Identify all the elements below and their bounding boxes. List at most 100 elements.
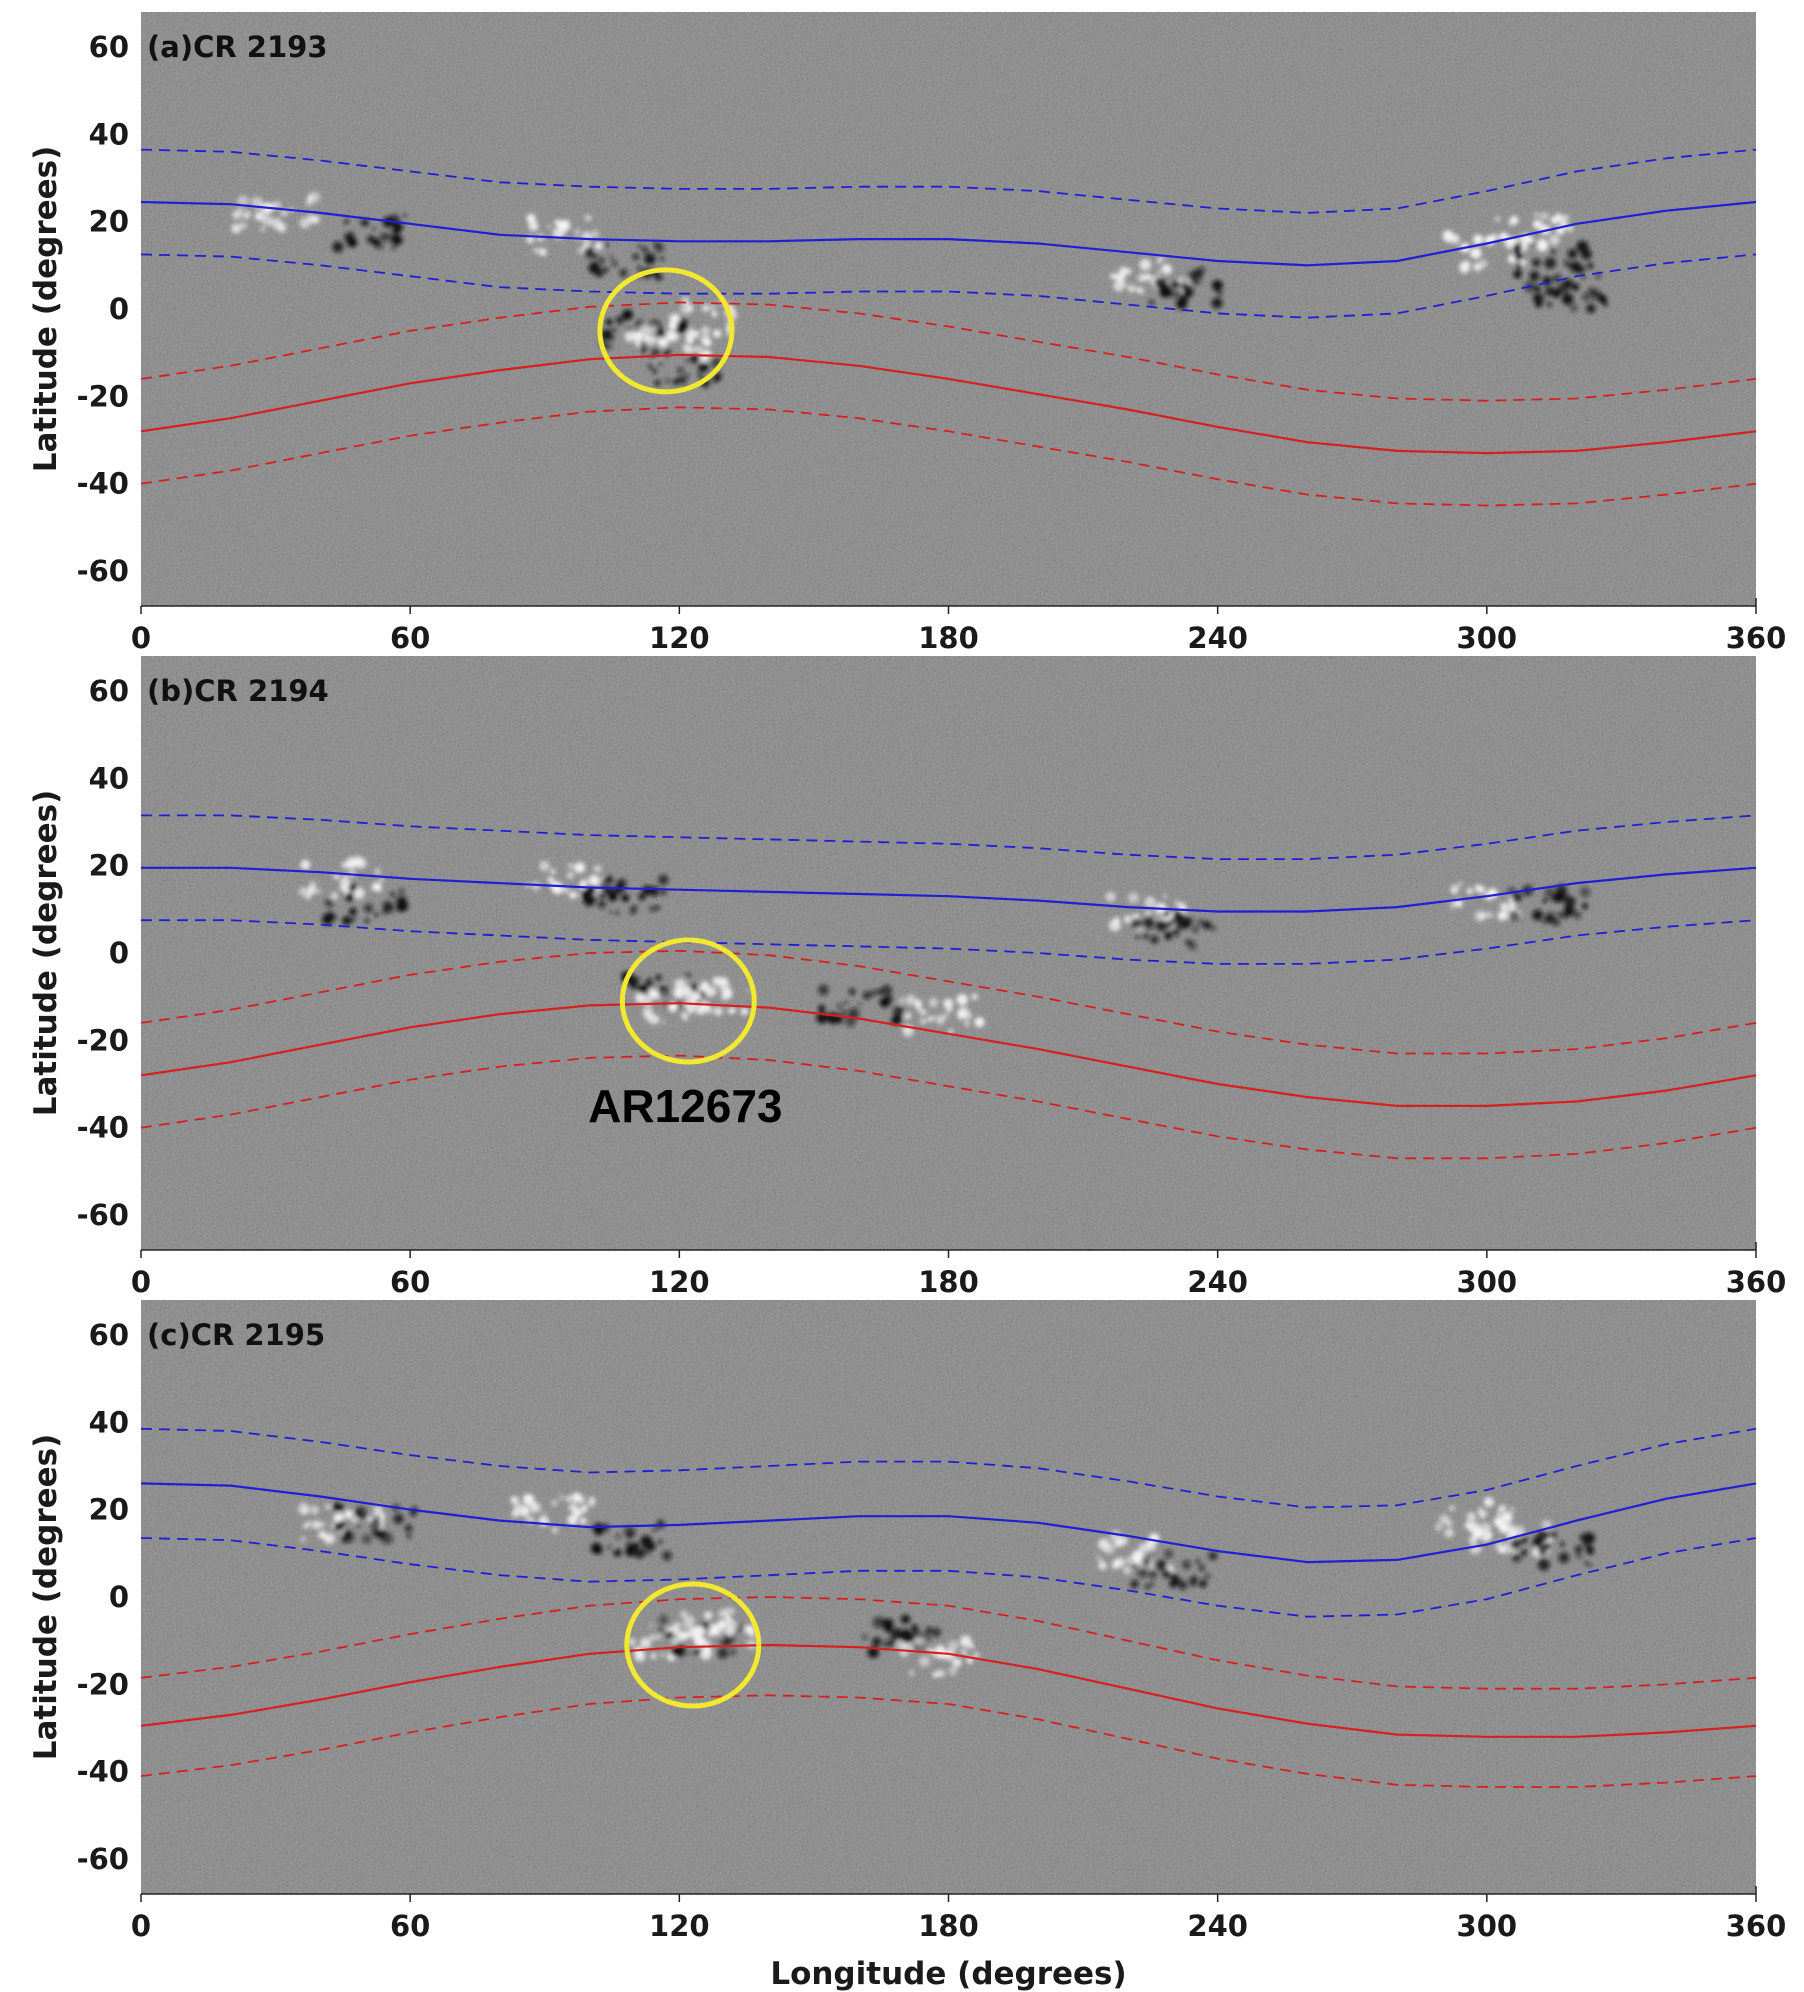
negative-polarity-patch <box>588 261 601 274</box>
positive-polarity-patch <box>973 1652 980 1659</box>
negative-polarity-patch <box>837 1003 843 1009</box>
positive-polarity-patch <box>964 1020 970 1027</box>
positive-polarity-patch <box>379 877 384 883</box>
positive-polarity-patch <box>1503 902 1509 908</box>
negative-polarity-patch <box>1219 292 1223 296</box>
positive-polarity-patch <box>1501 1513 1509 1521</box>
positive-polarity-patch <box>1139 258 1152 271</box>
positive-polarity-patch <box>1472 1528 1483 1539</box>
y-axis-title: Latitude (degrees) <box>28 790 64 1117</box>
positive-polarity-patch <box>650 1653 657 1660</box>
negative-polarity-patch <box>676 366 685 375</box>
negative-polarity-patch <box>1150 1552 1154 1556</box>
negative-polarity-patch <box>1603 301 1608 307</box>
negative-polarity-patch <box>1582 276 1586 280</box>
negative-polarity-patch <box>1575 1552 1583 1559</box>
positive-polarity-patch <box>316 889 321 894</box>
negative-polarity-patch <box>1135 934 1141 939</box>
positive-polarity-patch <box>651 335 662 345</box>
southern-boundary-line-5 <box>140 1054 1757 1160</box>
positive-polarity-patch <box>276 222 287 233</box>
positive-polarity-patch <box>627 1638 636 1646</box>
positive-polarity-patch <box>1445 237 1452 243</box>
negative-polarity-patch <box>1512 1556 1517 1562</box>
negative-polarity-patch <box>325 911 335 920</box>
negative-polarity-patch <box>1571 283 1580 292</box>
positive-polarity-patch <box>1178 277 1184 282</box>
negative-polarity-patch <box>1544 911 1557 924</box>
positive-polarity-patch <box>589 1496 596 1503</box>
negative-polarity-patch <box>1150 935 1159 944</box>
negative-polarity-patch <box>632 1542 640 1550</box>
negative-polarity-patch <box>622 309 633 321</box>
highlight-circle <box>619 937 757 1065</box>
positive-polarity-patch <box>1434 1523 1443 1531</box>
positive-polarity-patch <box>948 1029 954 1035</box>
positive-polarity-patch <box>928 997 939 1008</box>
negative-polarity-patch <box>1152 1559 1163 1570</box>
negative-polarity-patch <box>872 1616 885 1629</box>
positive-polarity-patch <box>685 307 693 314</box>
negative-polarity-patch <box>349 909 356 916</box>
negative-polarity-patch <box>690 984 698 992</box>
negative-polarity-patch <box>1211 297 1223 309</box>
negative-polarity-patch <box>1177 1580 1188 1591</box>
negative-polarity-patch <box>1144 1583 1151 1590</box>
negative-polarity-patch <box>333 1502 342 1512</box>
positive-polarity-patch <box>684 989 695 999</box>
positive-polarity-patch <box>567 1514 578 1526</box>
positive-polarity-patch <box>643 1003 654 1014</box>
positive-polarity-patch <box>231 223 242 234</box>
positive-polarity-patch <box>639 1637 652 1649</box>
positive-polarity-patch <box>574 862 586 874</box>
negative-polarity-patch <box>1175 297 1188 310</box>
negative-polarity-patch <box>359 219 366 225</box>
negative-polarity-patch <box>1141 1556 1152 1567</box>
negative-polarity-patch <box>629 907 637 915</box>
positive-polarity-patch <box>1478 1508 1483 1513</box>
y-tick-label: 60 <box>89 30 129 64</box>
negative-polarity-patch <box>1532 241 1537 247</box>
northern-centerline-0 <box>140 200 1757 267</box>
positive-polarity-patch <box>701 304 710 312</box>
negative-polarity-patch <box>1131 917 1142 929</box>
negative-polarity-patch <box>685 972 691 979</box>
negative-polarity-patch <box>1529 270 1540 282</box>
negative-polarity-patch <box>357 1512 362 1517</box>
negative-polarity-patch <box>607 328 613 335</box>
positive-polarity-patch <box>1137 273 1146 283</box>
x-tick-label: 240 <box>1187 1265 1248 1299</box>
positive-polarity-patch <box>716 1620 722 1626</box>
negative-polarity-patch <box>1148 299 1155 306</box>
negative-polarity-patch <box>1204 1573 1211 1580</box>
southern-boundary-line-4 <box>140 1596 1757 1690</box>
negative-polarity-patch <box>1203 921 1212 930</box>
negative-polarity-patch <box>1587 1563 1592 1568</box>
positive-polarity-patch <box>725 1617 735 1627</box>
positive-polarity-patch <box>1444 1527 1455 1538</box>
negative-polarity-patch <box>1557 281 1570 294</box>
positive-polarity-patch <box>1125 914 1130 919</box>
positive-polarity-patch <box>330 892 339 901</box>
positive-polarity-patch <box>1450 907 1454 912</box>
x-tick-label: 120 <box>649 1909 710 1943</box>
positive-polarity-patch <box>1463 260 1471 268</box>
positive-polarity-patch <box>905 994 917 1006</box>
negative-polarity-patch <box>641 246 649 254</box>
positive-polarity-patch <box>648 325 658 334</box>
magnetogram-noise <box>141 1300 1756 1894</box>
positive-polarity-patch <box>918 1655 931 1668</box>
x-tick-label: 0 <box>131 1909 151 1943</box>
positive-polarity-patch <box>1471 254 1475 258</box>
y-tick-label: 20 <box>89 205 129 239</box>
negative-polarity-patch <box>385 903 396 914</box>
positive-polarity-patch <box>310 1505 320 1515</box>
negative-polarity-patch <box>344 232 355 243</box>
negative-polarity-patch <box>717 1647 729 1659</box>
negative-polarity-patch <box>605 343 612 350</box>
negative-polarity-patch <box>611 260 618 267</box>
y-tick-label: -40 <box>77 1755 129 1789</box>
positive-polarity-patch <box>1132 1550 1144 1562</box>
negative-polarity-patch <box>712 374 721 383</box>
negative-polarity-patch <box>1537 1530 1550 1542</box>
